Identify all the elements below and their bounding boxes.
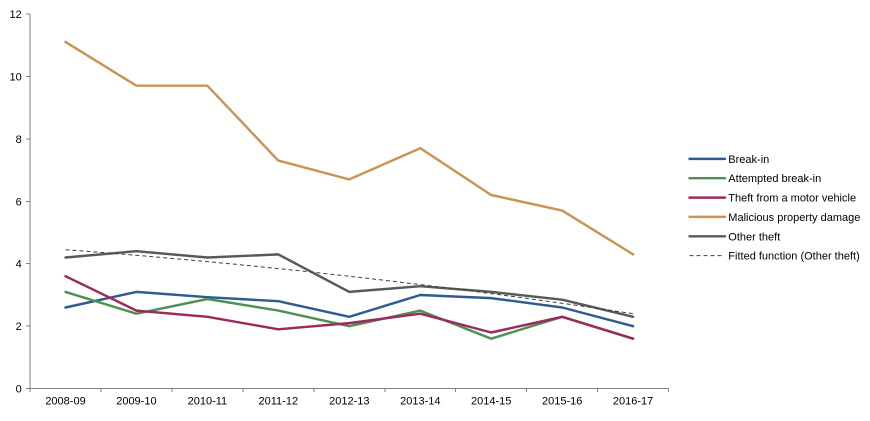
svg-text:Theft from a motor vehicle: Theft from a motor vehicle (728, 193, 856, 205)
svg-text:2010-11: 2010-11 (188, 396, 228, 408)
svg-text:Malicious property damage: Malicious property damage (728, 212, 860, 224)
svg-text:Fitted function (Other theft): Fitted function (Other theft) (728, 251, 859, 263)
svg-text:6: 6 (16, 196, 22, 208)
svg-text:2015-16: 2015-16 (542, 396, 582, 408)
svg-text:2013-14: 2013-14 (400, 396, 440, 408)
svg-text:2014-15: 2014-15 (471, 396, 511, 408)
svg-text:2009-10: 2009-10 (116, 396, 156, 408)
svg-text:2: 2 (16, 321, 22, 333)
svg-text:Break-in: Break-in (728, 154, 769, 166)
svg-text:8: 8 (16, 134, 22, 146)
svg-text:0: 0 (16, 384, 22, 396)
svg-text:Other theft: Other theft (728, 231, 780, 243)
svg-text:2008-09: 2008-09 (45, 396, 85, 408)
svg-text:2011-12: 2011-12 (259, 396, 299, 408)
svg-text:2016-17: 2016-17 (613, 396, 653, 408)
svg-text:2012-13: 2012-13 (329, 396, 369, 408)
svg-text:Attempted break-in: Attempted break-in (728, 173, 821, 185)
svg-text:4: 4 (16, 259, 22, 271)
svg-text:12: 12 (10, 9, 22, 21)
svg-text:10: 10 (10, 71, 22, 83)
